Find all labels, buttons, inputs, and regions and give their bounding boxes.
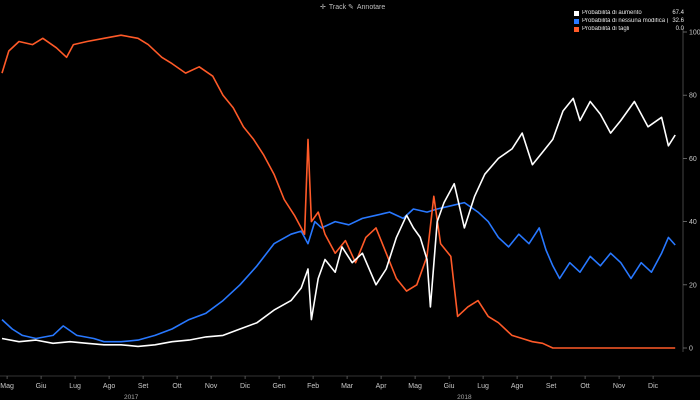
x-tick-label: Mag — [408, 383, 422, 390]
track-label: Track — [328, 3, 347, 11]
legend-value: 32.6 — [672, 18, 684, 24]
x-tick-label: Lug — [477, 383, 489, 390]
legend-item: Probabilità di aumento 67.4 — [574, 9, 684, 17]
x-tick-label: Lug — [69, 383, 81, 390]
legend-item: Probabilità di nessuna modifica (2-2,25)… — [574, 17, 684, 25]
track-tool[interactable]: ✛ Track — [320, 3, 347, 12]
x-tick-label: Mag — [0, 383, 14, 390]
annotate-label: Annotare — [356, 3, 386, 11]
x-tick-label: Dic — [240, 383, 251, 390]
crosshair-icon: ✛ — [320, 4, 326, 11]
x-tick-label: Ott — [172, 383, 181, 390]
x-tick-label: Giu — [444, 383, 455, 390]
x-tick-label: Dic — [648, 383, 659, 390]
y-tick-label: 60 — [689, 156, 697, 163]
x-tick-label: Gen — [272, 383, 285, 390]
series-line-2 — [1, 34, 676, 349]
series-line-0 — [1, 97, 676, 348]
x-tick-label: Mar — [341, 383, 354, 390]
y-tick-label: 40 — [689, 219, 697, 226]
legend-label: Probabilità di tagli — [582, 26, 630, 32]
legend-swatch — [574, 18, 579, 24]
x-tick-label: Feb — [307, 383, 319, 390]
pencil-icon: ✎ — [348, 4, 354, 11]
legend: Probabilità di aumento 67.4 Probabilità … — [574, 9, 684, 33]
legend-value: 67.4 — [672, 10, 684, 16]
x-tick-label: Ago — [511, 383, 524, 390]
legend-swatch — [574, 10, 579, 16]
x-tick-label: Nov — [205, 383, 218, 390]
annotate-tool[interactable]: ✎ Annotare — [348, 3, 386, 12]
x-tick-label: Giu — [36, 383, 47, 390]
legend-value: 0.0 — [675, 26, 684, 32]
x-year-label: 2017 — [124, 394, 139, 400]
y-tick-label: 100 — [689, 30, 700, 37]
legend-label: Probabilità di nessuna modifica (2-2,25) — [582, 18, 668, 24]
x-tick-label: Apr — [376, 383, 388, 390]
y-tick-label: 80 — [689, 93, 697, 100]
x-tick-label: Set — [546, 383, 557, 390]
x-tick-label: Ago — [103, 383, 116, 390]
x-tick-label: Set — [138, 383, 149, 390]
x-year-label: 2018 — [457, 394, 472, 400]
x-tick-label: Nov — [613, 383, 626, 390]
legend-swatch — [574, 26, 579, 32]
series-line-1 — [1, 201, 676, 343]
y-tick-label: 20 — [689, 282, 697, 289]
legend-label: Probabilità di aumento — [582, 10, 642, 16]
legend-item: Probabilità di tagli 0.0 — [574, 25, 684, 33]
x-tick-label: Ott — [580, 383, 589, 390]
y-tick-label: 0 — [689, 346, 693, 353]
